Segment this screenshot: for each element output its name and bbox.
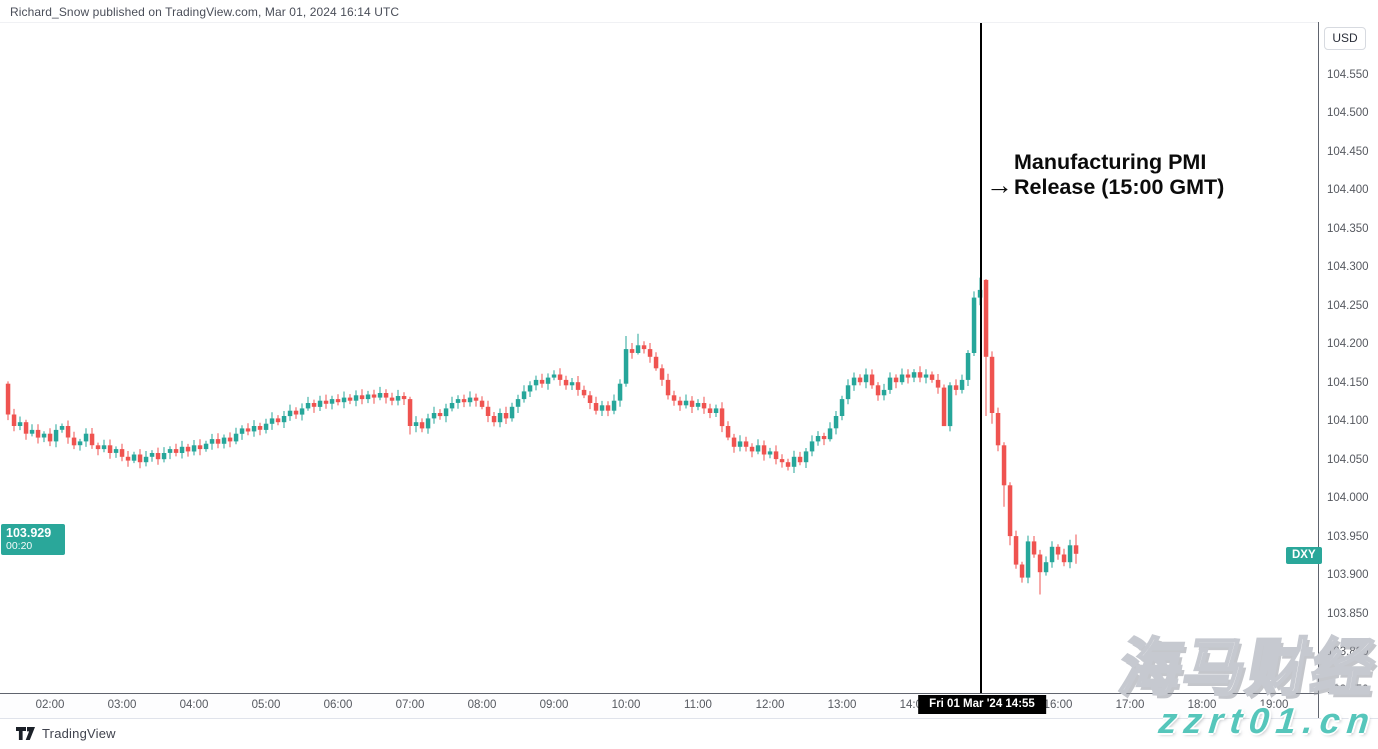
time-label: 06:00 xyxy=(323,699,353,711)
price-label: 103.750 xyxy=(1327,684,1369,697)
time-label: 13:00 xyxy=(827,699,857,711)
time-label: 10:00 xyxy=(611,699,641,711)
time-label: 05:00 xyxy=(251,699,281,711)
time-label: 07:00 xyxy=(395,699,425,711)
time-label: 18:00 xyxy=(1187,699,1217,711)
price-label: 103.950 xyxy=(1327,530,1369,543)
price-label: 104.100 xyxy=(1327,415,1369,428)
price-label: 104.300 xyxy=(1327,261,1369,274)
time-label: 12:00 xyxy=(755,699,785,711)
crosshair-time-tag: Fri 01 Mar '24 14:55 xyxy=(918,695,1046,714)
price-label: 104.150 xyxy=(1327,376,1369,389)
price-label: 104.500 xyxy=(1327,107,1369,120)
chart-area[interactable] xyxy=(0,22,1318,694)
price-label: 104.250 xyxy=(1327,299,1369,312)
bar-countdown: 00:20 xyxy=(6,540,33,552)
last-price-tag[interactable]: 103.929 00:20 xyxy=(1,524,65,555)
time-label: 16:00 xyxy=(1043,699,1073,711)
time-label: 09:00 xyxy=(539,699,569,711)
tradingview-link[interactable]: TradingView xyxy=(16,726,116,741)
time-label: 02:00 xyxy=(35,699,65,711)
time-label: 19:00 xyxy=(1259,699,1289,711)
tradingview-logo-text: TradingView xyxy=(42,726,116,741)
price-label: 104.350 xyxy=(1327,222,1369,235)
arrow-right-icon: → xyxy=(986,170,1013,200)
price-label: 104.550 xyxy=(1327,69,1369,81)
tradingview-logo-icon xyxy=(16,727,35,740)
price-label: 104.000 xyxy=(1327,492,1369,505)
price-label: 104.200 xyxy=(1327,338,1369,351)
annotation-line2: Release (15:00 GMT) xyxy=(1014,175,1225,199)
event-vertical-line[interactable] xyxy=(980,23,982,694)
price-label: 103.900 xyxy=(1327,569,1369,582)
time-axis[interactable]: Fri 01 Mar '24 14:55 02:00 03:00 04:00 05:0… xyxy=(0,693,1318,719)
time-label: 08:00 xyxy=(467,699,497,711)
annotation-line1: Manufacturing PMI xyxy=(1014,150,1207,174)
price-label: 104.050 xyxy=(1327,453,1369,466)
currency-button[interactable]: USD xyxy=(1324,27,1366,50)
price-label: 104.450 xyxy=(1327,145,1369,158)
time-label: 04:00 xyxy=(179,699,209,711)
publish-header: Richard_Snow published on TradingView.co… xyxy=(10,5,400,19)
time-label: 11:00 xyxy=(684,699,712,711)
price-label: 103.800 xyxy=(1327,645,1369,658)
symbol-badge: DXY xyxy=(1286,547,1322,564)
last-price-value: 103.929 xyxy=(6,526,52,540)
footer-bar: TradingView xyxy=(0,718,1378,749)
price-label: 104.400 xyxy=(1327,184,1369,197)
time-label: 03:00 xyxy=(107,699,137,711)
price-axis[interactable]: USD 104.550 104.500 104.450 104.400 104.350 1… xyxy=(1318,22,1378,718)
price-label: 103.850 xyxy=(1327,607,1369,620)
time-label: 17:00 xyxy=(1115,699,1145,711)
